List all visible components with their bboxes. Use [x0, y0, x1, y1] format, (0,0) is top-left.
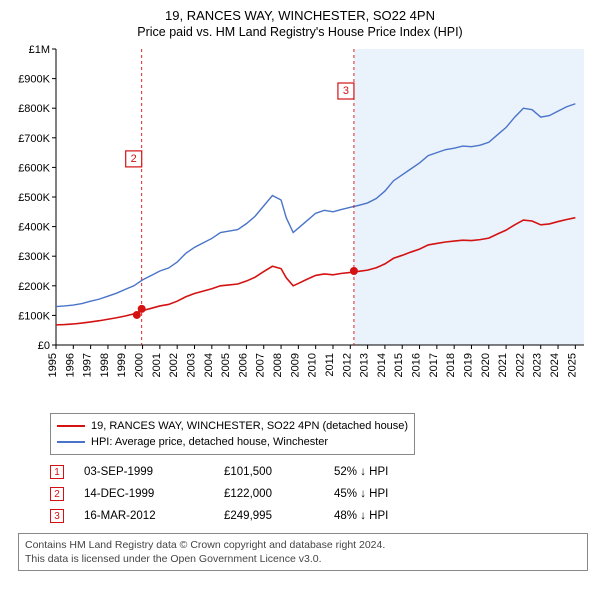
- svg-text:2001: 2001: [151, 353, 163, 377]
- svg-text:2010: 2010: [307, 353, 319, 377]
- legend-row: HPI: Average price, detached house, Winc…: [57, 434, 408, 450]
- chart-subtitle: Price paid vs. HM Land Registry's House …: [10, 25, 590, 39]
- chart-container: 19, RANCES WAY, WINCHESTER, SO22 4PN Pri…: [0, 0, 600, 575]
- svg-text:3: 3: [343, 85, 349, 97]
- svg-text:£200K: £200K: [18, 281, 50, 293]
- sale-date: 03-SEP-1999: [84, 466, 224, 478]
- attribution-line-2: This data is licensed under the Open Gov…: [25, 552, 581, 566]
- svg-text:1995: 1995: [47, 353, 59, 377]
- svg-text:2017: 2017: [428, 353, 440, 377]
- attribution-line-1: Contains HM Land Registry data © Crown c…: [25, 538, 581, 552]
- svg-text:£0: £0: [38, 340, 50, 352]
- svg-text:2006: 2006: [237, 353, 249, 377]
- sale-price: £249,995: [224, 510, 334, 522]
- sale-row: 2 14-DEC-1999£122,00045% ↓ HPI: [50, 483, 590, 505]
- svg-text:2014: 2014: [376, 353, 388, 377]
- legend-swatch: [57, 441, 85, 443]
- svg-text:2016: 2016: [411, 353, 423, 377]
- sale-price: £101,500: [224, 466, 334, 478]
- svg-text:2: 2: [131, 153, 137, 165]
- svg-text:2022: 2022: [514, 353, 526, 377]
- sale-row: 1 03-SEP-1999£101,50052% ↓ HPI: [50, 461, 590, 483]
- sale-pct: 45% ↓ HPI: [334, 488, 454, 500]
- sale-row: 3 16-MAR-2012£249,99548% ↓ HPI: [50, 505, 590, 527]
- svg-text:2007: 2007: [255, 353, 267, 377]
- svg-text:1997: 1997: [82, 353, 94, 377]
- svg-text:2021: 2021: [497, 353, 509, 377]
- sale-pct: 48% ↓ HPI: [334, 510, 454, 522]
- legend-label: HPI: Average price, detached house, Winc…: [91, 434, 328, 450]
- svg-text:2013: 2013: [359, 353, 371, 377]
- svg-text:£100K: £100K: [18, 310, 50, 322]
- svg-text:£500K: £500K: [18, 192, 50, 204]
- sale-date: 14-DEC-1999: [84, 488, 224, 500]
- sale-marker-box: 2: [50, 487, 64, 501]
- svg-text:£1M: £1M: [29, 45, 50, 56]
- legend: 19, RANCES WAY, WINCHESTER, SO22 4PN (de…: [50, 413, 415, 455]
- svg-text:£700K: £700K: [18, 133, 50, 145]
- chart-area: £0 £100K £200K £300K £400K £500K £600K £700K £80…: [10, 45, 590, 405]
- svg-text:2019: 2019: [462, 353, 474, 377]
- sale-price: £122,000: [224, 488, 334, 500]
- svg-text:2005: 2005: [220, 353, 232, 377]
- svg-text:2023: 2023: [532, 353, 544, 377]
- svg-text:2003: 2003: [185, 353, 197, 377]
- svg-text:2002: 2002: [168, 353, 180, 377]
- attribution-box: Contains HM Land Registry data © Crown c…: [18, 533, 588, 571]
- sale-date: 16-MAR-2012: [84, 510, 224, 522]
- svg-text:2018: 2018: [445, 353, 457, 377]
- svg-text:£400K: £400K: [18, 222, 50, 234]
- svg-text:2000: 2000: [134, 353, 146, 377]
- svg-text:2015: 2015: [393, 353, 405, 377]
- svg-text:2008: 2008: [272, 353, 284, 377]
- chart-title: 19, RANCES WAY, WINCHESTER, SO22 4PN: [10, 8, 590, 23]
- sales-table: 1 03-SEP-1999£101,50052% ↓ HPI 2 14-DEC-199…: [50, 461, 590, 527]
- svg-text:2020: 2020: [480, 353, 492, 377]
- svg-text:2025: 2025: [566, 353, 578, 377]
- svg-text:1996: 1996: [64, 353, 76, 377]
- legend-row: 19, RANCES WAY, WINCHESTER, SO22 4PN (de…: [57, 418, 408, 434]
- svg-text:2012: 2012: [341, 353, 353, 377]
- svg-text:2004: 2004: [203, 353, 215, 377]
- legend-swatch: [57, 425, 85, 427]
- svg-text:1998: 1998: [99, 353, 111, 377]
- line-chart-svg: £0 £100K £200K £300K £400K £500K £600K £700K £80…: [10, 45, 590, 405]
- svg-text:2009: 2009: [289, 353, 301, 377]
- svg-text:£600K: £600K: [18, 162, 50, 174]
- svg-text:£800K: £800K: [18, 103, 50, 115]
- svg-text:2024: 2024: [549, 353, 561, 377]
- svg-text:2011: 2011: [324, 353, 336, 377]
- svg-text:£900K: £900K: [18, 74, 50, 86]
- svg-text:1999: 1999: [116, 353, 128, 377]
- sale-marker-box: 1: [50, 465, 64, 479]
- legend-label: 19, RANCES WAY, WINCHESTER, SO22 4PN (de…: [91, 418, 408, 434]
- sale-marker-box: 3: [50, 509, 64, 523]
- sale-pct: 52% ↓ HPI: [334, 466, 454, 478]
- svg-text:£300K: £300K: [18, 251, 50, 263]
